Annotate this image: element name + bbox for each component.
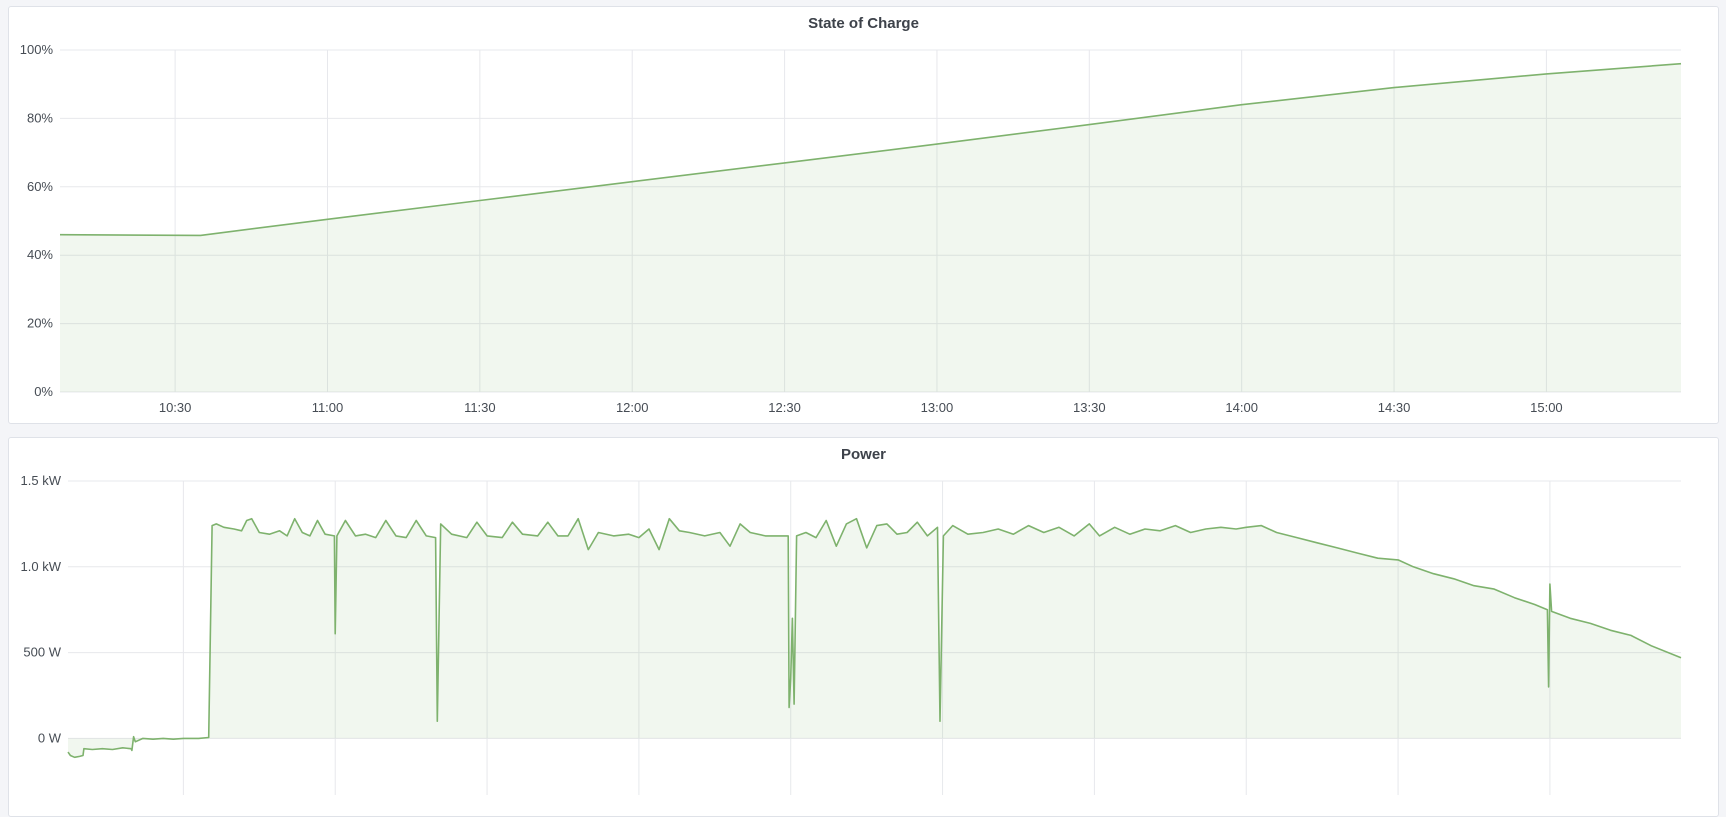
soc-x-tick-label: 10:30 xyxy=(159,400,192,415)
soc-y-tick-label: 60% xyxy=(27,179,53,194)
soc-y-tick-label: 100% xyxy=(20,42,54,57)
soc-y-tick-label: 80% xyxy=(27,110,53,125)
soc-x-tick-label: 11:00 xyxy=(312,400,344,415)
power-y-tick-label: 500 W xyxy=(23,645,61,660)
power-y-tick-label: 1.0 kW xyxy=(21,559,62,574)
soc-x-tick-label: 13:30 xyxy=(1073,400,1106,415)
soc-y-tick-label: 0% xyxy=(34,384,53,399)
power-y-tick-label: 1.5 kW xyxy=(21,473,62,488)
soc-x-tick-label: 12:00 xyxy=(616,400,649,415)
soc-x-tick-label: 13:00 xyxy=(921,400,954,415)
soc-x-tick-label: 12:30 xyxy=(768,400,801,415)
power-y-tick-label: 0 W xyxy=(38,730,62,745)
soc-x-tick-label: 14:30 xyxy=(1378,400,1411,415)
soc-y-tick-label: 40% xyxy=(27,247,53,262)
soc-y-tick-label: 20% xyxy=(27,316,53,331)
soc-x-tick-label: 11:30 xyxy=(464,400,496,415)
power-area-fill xyxy=(68,519,1681,758)
soc-area-fill xyxy=(60,64,1681,392)
soc-x-tick-label: 14:00 xyxy=(1225,400,1258,415)
soc-x-tick-label: 15:00 xyxy=(1530,400,1563,415)
